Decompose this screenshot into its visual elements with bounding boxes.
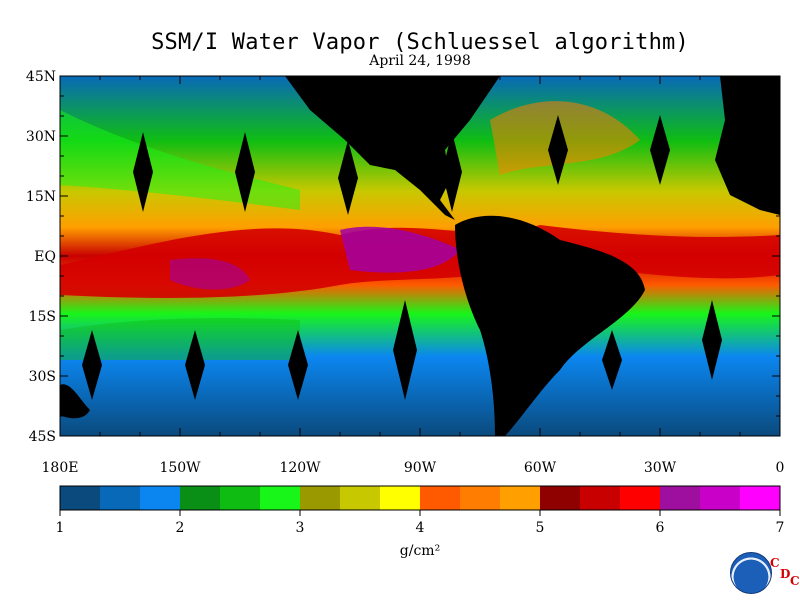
lon-label: 30W — [644, 460, 677, 476]
data-gap-diamond — [338, 140, 358, 215]
map-plot-area — [60, 76, 780, 436]
colorbar-tick-label: 7 — [776, 520, 785, 536]
colorbar-tick-label: 6 — [656, 520, 665, 536]
colorbar-swatch — [140, 486, 181, 510]
data-gap-diamond — [185, 330, 205, 400]
map-title: SSM/I Water Vapor (Schluessel algorithm) — [151, 30, 689, 55]
data-gap-diamond — [602, 330, 622, 390]
colorbar-tick-label: 3 — [296, 520, 305, 536]
south-america — [455, 215, 645, 436]
satellite-data-gaps — [82, 115, 722, 400]
colorbar-swatch — [660, 486, 701, 510]
lat-label: EQ — [34, 249, 56, 265]
data-gap-diamond — [393, 300, 417, 400]
lon-label: 0 — [776, 460, 785, 476]
colorbar-tick-label: 4 — [416, 520, 425, 536]
data-gap-diamond — [650, 115, 670, 185]
lat-label: 30N — [26, 129, 56, 145]
vapor-maximum-region — [340, 226, 460, 273]
colorbar-swatch — [500, 486, 541, 510]
colorbar-swatch — [380, 486, 421, 510]
cdc-letter-d: D — [780, 567, 791, 581]
data-gap-diamond — [442, 132, 462, 212]
new-zealand-area — [60, 384, 90, 419]
colorbar-swatch — [420, 486, 461, 510]
lon-label: 150W — [159, 460, 201, 476]
data-gap-diamond — [82, 330, 102, 400]
data-gap-diamond — [235, 132, 255, 212]
colorbar-swatch — [60, 486, 101, 510]
colorbar-swatch — [260, 486, 301, 510]
colorbar-units: g/cm² — [399, 543, 441, 559]
data-gap-diamond — [702, 300, 722, 380]
lon-label: 120W — [279, 460, 321, 476]
africa-west-coast — [715, 76, 780, 215]
cdc-letter-c2: C — [790, 574, 800, 588]
lat-label: 45N — [26, 69, 56, 85]
colorbar-swatch — [700, 486, 741, 510]
lon-label: 60W — [524, 460, 557, 476]
lat-label: 15N — [26, 189, 56, 205]
colorbar-swatch — [460, 486, 501, 510]
data-gap-diamond — [548, 115, 568, 185]
noaa-logo — [730, 552, 772, 594]
lon-label: 90W — [404, 460, 437, 476]
colorbar-swatch — [740, 486, 781, 510]
colorbar-swatch — [620, 486, 661, 510]
lon-label: 180E — [42, 460, 79, 476]
colorbar-swatch — [540, 486, 581, 510]
colorbar-swatch — [220, 486, 261, 510]
colorbar — [59, 485, 781, 511]
lat-label: 30S — [29, 369, 56, 385]
latitude-axis: 45N 30N 15N EQ 15S 30S 45S — [26, 69, 780, 445]
colorbar-swatch — [580, 486, 621, 510]
colorbar-tick-label: 5 — [536, 520, 545, 536]
subtropical-moisture-south — [60, 318, 300, 360]
lat-label: 15S — [29, 309, 56, 325]
map-subtitle: April 24, 1998 — [369, 53, 471, 69]
colorbar-swatch — [300, 486, 341, 510]
data-gap-diamond — [288, 330, 308, 400]
lat-label: 45S — [29, 429, 56, 445]
colorbar-tick-label: 2 — [176, 520, 185, 536]
colorbar-ticks: 1 2 3 4 5 6 7 — [56, 510, 785, 536]
colorbar-tick-label: 1 — [56, 520, 65, 536]
vapor-maximum-region-west — [170, 258, 250, 290]
colorbar-swatch — [100, 486, 141, 510]
cdc-letter-c: C — [770, 556, 780, 570]
longitude-axis: 180E 150W 120W 90W 60W 30W 0 — [42, 76, 785, 476]
data-gap-diamond — [133, 132, 153, 212]
atlantic-moisture-plume — [490, 101, 640, 175]
colorbar-swatch — [180, 486, 221, 510]
colorbar-swatch — [340, 486, 381, 510]
